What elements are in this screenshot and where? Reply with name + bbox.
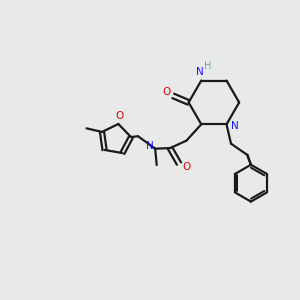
Text: N: N	[196, 67, 204, 77]
Text: N: N	[146, 141, 154, 151]
Text: H: H	[204, 61, 212, 71]
Text: N: N	[231, 121, 239, 131]
Text: O: O	[116, 111, 124, 121]
Text: O: O	[163, 87, 171, 97]
Text: O: O	[182, 161, 190, 172]
